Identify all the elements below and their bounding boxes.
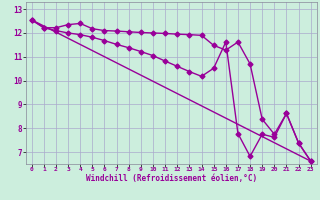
X-axis label: Windchill (Refroidissement éolien,°C): Windchill (Refroidissement éolien,°C) xyxy=(86,174,257,183)
